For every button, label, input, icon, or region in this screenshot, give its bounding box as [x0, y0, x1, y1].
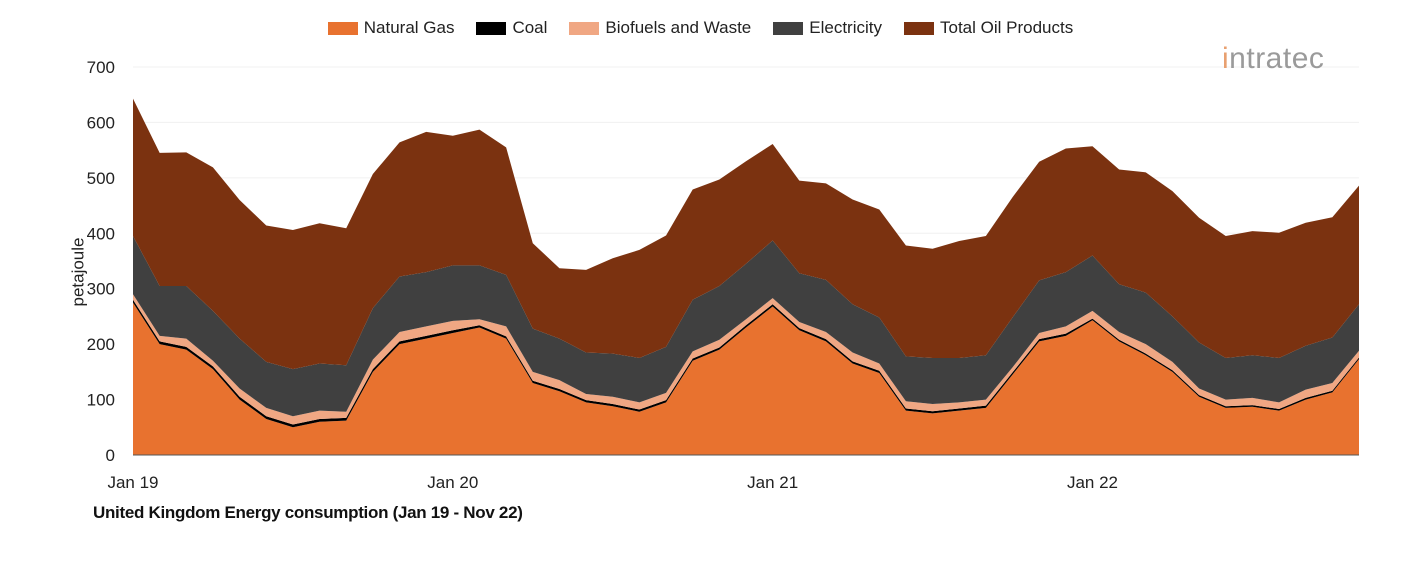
- legend-label: Biofuels and Waste: [605, 18, 752, 37]
- y-tick-label: 600: [87, 113, 115, 132]
- area-biofuels-and-waste: [133, 294, 1359, 425]
- legend-item[interactable]: Electricity: [773, 18, 882, 38]
- y-tick-label: 0: [106, 446, 115, 465]
- legend-item[interactable]: Biofuels and Waste: [569, 18, 751, 38]
- area-natural-gas: [133, 302, 1359, 455]
- legend-item[interactable]: Total Oil Products: [904, 18, 1073, 38]
- legend-swatch: [476, 21, 507, 35]
- legend: Natural Gas Coal Biofuels and Waste Electri…: [0, 18, 1401, 38]
- chart-title: United Kingdom Energy consumption (Jan 1…: [93, 503, 523, 522]
- area-electricity: [133, 236, 1359, 417]
- legend-item[interactable]: Coal: [476, 18, 547, 38]
- y-tick-label: 500: [87, 169, 115, 188]
- y-tick-label: 700: [87, 58, 115, 77]
- y-tick-label: 100: [87, 391, 115, 410]
- y-tick-label: 400: [87, 224, 115, 243]
- area-total-oil-products: [133, 98, 1359, 370]
- x-tick-label: Jan 21: [747, 473, 798, 492]
- legend-swatch: [773, 21, 804, 35]
- intratec-logo: intratec: [1222, 42, 1325, 75]
- x-tick-label: Jan 22: [1067, 473, 1118, 492]
- legend-label: Electricity: [809, 18, 882, 37]
- y-tick-label: 300: [87, 280, 115, 299]
- x-tick-label: Jan 20: [427, 473, 478, 492]
- x-tick-label: Jan 19: [107, 473, 158, 492]
- legend-swatch: [904, 21, 934, 35]
- legend-item[interactable]: Natural Gas: [327, 18, 455, 38]
- legend-label: Total Oil Products: [940, 18, 1074, 37]
- legend-label: Natural Gas: [363, 18, 455, 37]
- legend-swatch: [327, 21, 358, 35]
- y-axis-label: petajoule: [68, 237, 88, 307]
- legend-swatch: [569, 21, 600, 35]
- y-tick-label: 200: [87, 335, 115, 354]
- legend-label: Coal: [512, 18, 548, 37]
